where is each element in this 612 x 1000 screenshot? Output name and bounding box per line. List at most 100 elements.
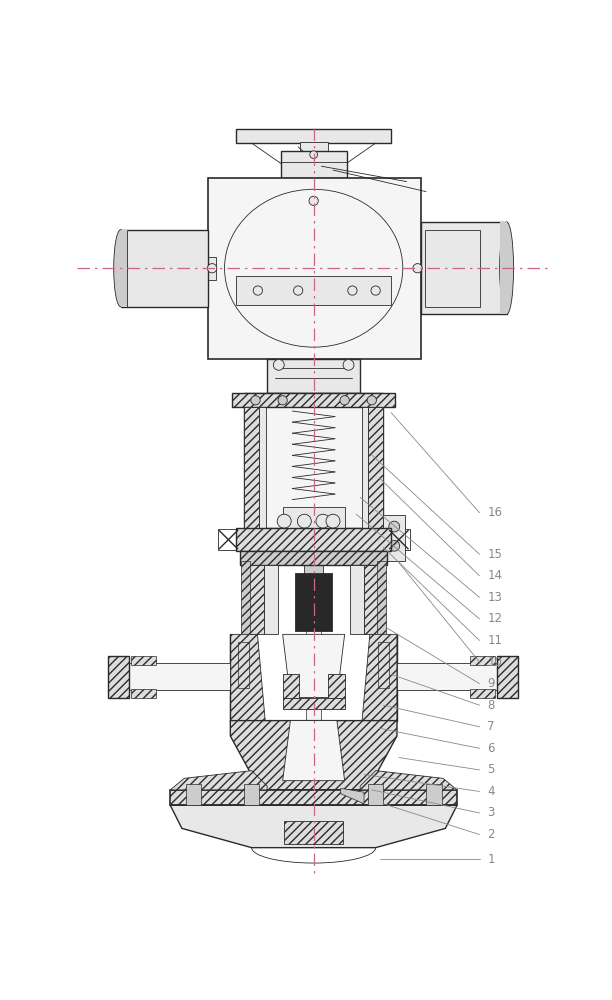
Circle shape xyxy=(326,514,340,528)
Circle shape xyxy=(253,286,263,295)
Text: 12: 12 xyxy=(487,612,502,625)
Bar xyxy=(425,230,479,307)
Circle shape xyxy=(326,531,340,545)
Bar xyxy=(499,222,507,314)
Bar xyxy=(108,656,129,698)
Circle shape xyxy=(251,396,260,405)
Text: 14: 14 xyxy=(487,569,502,582)
Bar xyxy=(422,222,507,314)
Bar xyxy=(131,656,155,665)
Text: 2: 2 xyxy=(487,828,494,841)
Bar xyxy=(470,656,495,665)
Text: 5: 5 xyxy=(487,763,494,776)
Circle shape xyxy=(389,540,400,551)
Bar xyxy=(362,407,368,528)
Bar xyxy=(364,565,386,634)
Bar xyxy=(129,663,230,690)
Bar xyxy=(264,565,278,634)
Text: 11: 11 xyxy=(487,634,502,647)
Circle shape xyxy=(277,531,291,545)
Polygon shape xyxy=(230,634,265,721)
Bar xyxy=(208,178,422,359)
Bar xyxy=(178,805,449,813)
Bar xyxy=(236,528,391,551)
Bar xyxy=(284,821,343,844)
Bar xyxy=(283,698,345,709)
Bar xyxy=(267,359,360,393)
Bar xyxy=(329,674,345,698)
Polygon shape xyxy=(283,634,345,698)
Ellipse shape xyxy=(114,230,128,307)
Text: 8: 8 xyxy=(487,699,494,712)
Bar xyxy=(281,151,346,178)
Bar xyxy=(383,515,405,561)
Polygon shape xyxy=(230,721,397,790)
Circle shape xyxy=(297,514,312,528)
Bar xyxy=(283,507,345,557)
Bar xyxy=(378,642,389,688)
Bar xyxy=(470,689,495,698)
Text: 6: 6 xyxy=(487,742,494,755)
Circle shape xyxy=(294,286,303,295)
Circle shape xyxy=(297,531,312,545)
Bar xyxy=(496,656,518,698)
Bar xyxy=(217,529,239,550)
Bar xyxy=(300,142,327,163)
Bar xyxy=(377,561,386,665)
Polygon shape xyxy=(362,634,397,721)
Circle shape xyxy=(316,514,330,528)
Bar xyxy=(397,663,496,690)
Bar xyxy=(306,386,321,736)
Bar xyxy=(186,784,201,805)
Text: 13: 13 xyxy=(487,591,502,604)
Circle shape xyxy=(277,514,291,528)
Circle shape xyxy=(340,396,349,405)
Polygon shape xyxy=(170,771,267,790)
Bar xyxy=(201,257,216,280)
Bar xyxy=(349,565,364,634)
Circle shape xyxy=(316,531,330,545)
Text: 9: 9 xyxy=(487,677,494,690)
Circle shape xyxy=(413,264,422,273)
Circle shape xyxy=(310,151,318,158)
Bar xyxy=(426,784,441,805)
Text: 1: 1 xyxy=(487,853,494,866)
Bar xyxy=(170,790,457,805)
Circle shape xyxy=(278,396,287,405)
Circle shape xyxy=(367,396,376,405)
Bar xyxy=(295,573,332,631)
Bar xyxy=(236,276,391,305)
Bar xyxy=(131,689,155,698)
Polygon shape xyxy=(341,788,364,804)
Bar xyxy=(388,529,410,550)
Text: 7: 7 xyxy=(487,720,494,733)
Bar xyxy=(304,550,323,577)
Text: 16: 16 xyxy=(487,506,502,519)
Bar xyxy=(283,674,299,698)
Text: 15: 15 xyxy=(487,548,502,561)
Bar xyxy=(242,565,264,634)
Bar xyxy=(244,393,383,528)
Bar xyxy=(240,551,387,565)
Bar xyxy=(121,230,128,307)
Bar xyxy=(201,249,208,287)
Text: 10: 10 xyxy=(487,656,502,669)
Circle shape xyxy=(348,286,357,295)
Circle shape xyxy=(389,521,400,532)
Bar xyxy=(233,393,395,407)
Circle shape xyxy=(343,359,354,370)
Text: 3: 3 xyxy=(487,806,494,820)
Bar xyxy=(241,561,250,665)
Circle shape xyxy=(274,359,284,370)
Bar xyxy=(368,784,383,805)
Bar xyxy=(121,230,208,307)
Bar xyxy=(239,642,249,688)
Circle shape xyxy=(207,264,217,273)
Polygon shape xyxy=(360,771,457,790)
Circle shape xyxy=(309,196,318,205)
Bar xyxy=(244,407,259,528)
Polygon shape xyxy=(170,805,457,848)
Text: 4: 4 xyxy=(487,785,494,798)
Circle shape xyxy=(371,286,380,295)
Ellipse shape xyxy=(499,222,513,314)
